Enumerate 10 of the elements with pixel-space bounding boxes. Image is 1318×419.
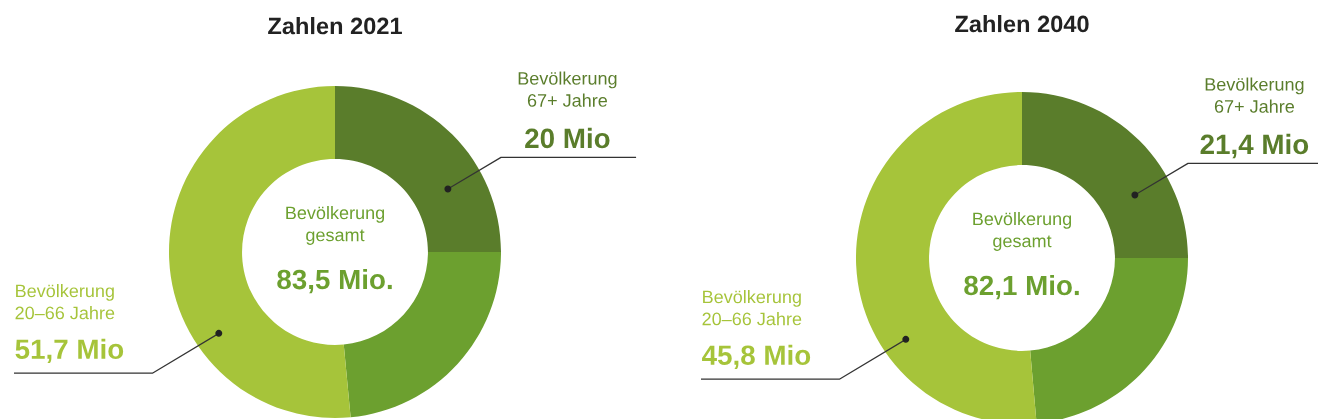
text: 82,1 Mio. [964, 274, 1079, 300]
slice-label: Bevölkerung 20–66 Jahre 51,7 Mio [15, 284, 124, 364]
text: Bevölkerung gesamt [286, 205, 385, 245]
slice-label: Bevölkerung 20–66 Jahre 45,8 Mio [702, 290, 811, 370]
chart-title: Zahlen 2040 [955, 15, 1089, 33]
slice-label: Bevölkerung 67+ Jahre 21,4 Mio [1200, 77, 1309, 159]
text: Bevölkerung gesamt [973, 211, 1072, 251]
chart-title: Zahlen 2021 [268, 17, 402, 35]
slice-label: Bevölkerung 67+ Jahre 20 Mio [518, 71, 617, 149]
text: 83,5 Mio. [277, 268, 392, 294]
